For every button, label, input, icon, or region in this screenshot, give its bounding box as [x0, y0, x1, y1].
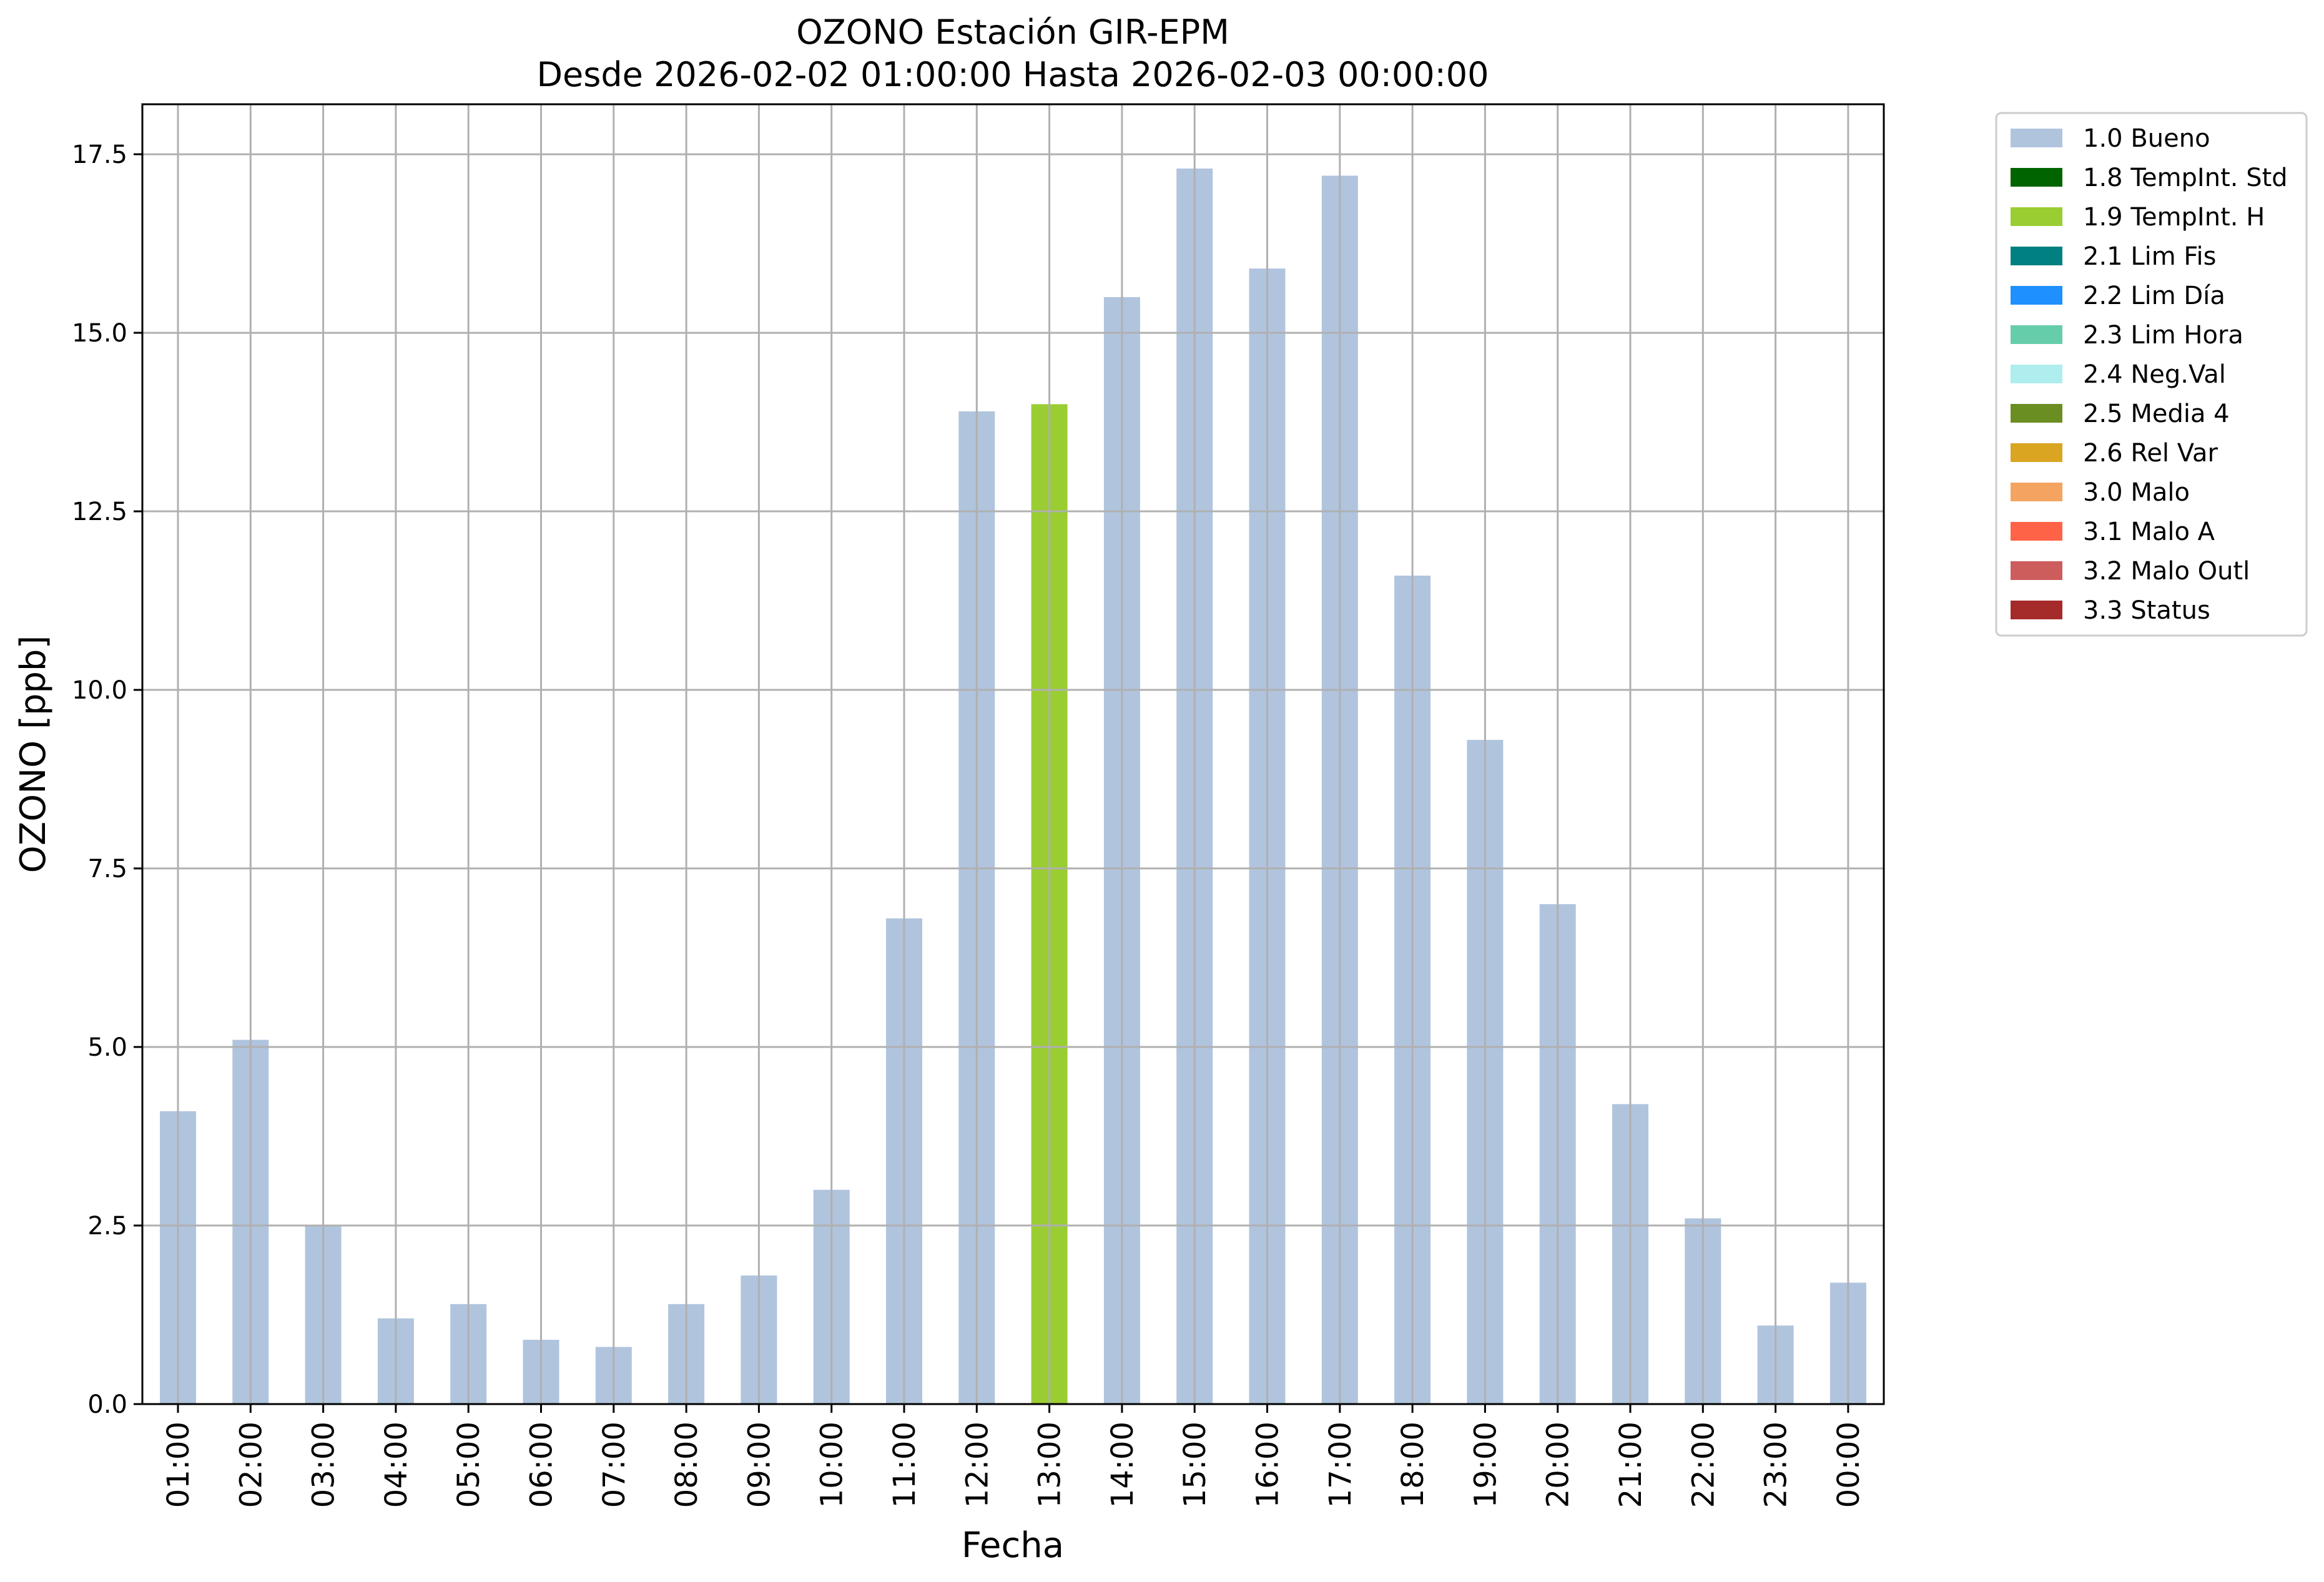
legend-label: 2.2 Lim Día	[2083, 282, 2225, 310]
chart-title-line1: OZONO Estación GIR-EPM	[796, 12, 1229, 52]
legend-swatch	[2011, 483, 2062, 501]
legend-swatch	[2011, 207, 2062, 226]
legend-label: 1.9 TempInt. H	[2083, 203, 2265, 232]
legend-label: 2.6 Rel Var	[2083, 439, 2218, 468]
x-tick-label: 16:00	[1251, 1422, 1286, 1508]
x-tick-label: 09:00	[742, 1422, 777, 1508]
legend-label: 1.0 Bueno	[2083, 124, 2210, 153]
legend-swatch	[2011, 561, 2062, 580]
legend-label: 2.1 Lim Fis	[2083, 242, 2216, 271]
y-tick-label: 15.0	[72, 319, 127, 348]
x-tick-label: 14:00	[1105, 1422, 1140, 1508]
x-tick-label: 12:00	[960, 1422, 995, 1508]
y-tick-label: 0.0	[87, 1390, 127, 1419]
x-tick-label: 13:00	[1033, 1422, 1068, 1508]
x-tick-label: 20:00	[1541, 1422, 1576, 1508]
x-tick-label: 15:00	[1178, 1422, 1213, 1508]
legend-label: 3.3 Status	[2083, 596, 2210, 625]
x-tick-label: 23:00	[1759, 1422, 1794, 1508]
x-tick-label: 07:00	[597, 1422, 632, 1508]
plot-frame	[141, 103, 1885, 1405]
legend-swatch	[2011, 325, 2062, 344]
x-axis-ticks: 01:00 02:00 03:00 04:00 05:00 06:00 07:00 08:00…	[161, 1404, 1866, 1508]
bar-layer	[160, 168, 1866, 1405]
legend-swatch	[2011, 286, 2062, 305]
x-tick-label: 08:00	[669, 1422, 704, 1508]
x-tick-label: 10:00	[815, 1422, 850, 1508]
chart-title-line2: Desde 2026-02-02 01:00:00 Hasta 2026-02-…	[536, 55, 1489, 94]
x-tick-label: 19:00	[1468, 1422, 1503, 1508]
y-tick-label: 5.0	[87, 1033, 127, 1062]
x-tick-label: 00:00	[1831, 1422, 1866, 1508]
x-tick-label: 11:00	[887, 1422, 922, 1508]
legend-swatch	[2011, 522, 2062, 541]
legend-swatch	[2011, 247, 2062, 265]
x-tick-label: 21:00	[1613, 1422, 1648, 1508]
x-tick-label: 17:00	[1323, 1422, 1358, 1508]
y-axis-ticks: 0.0 2.5 5.0 7.5 10.0 12.5 15.0 17.5	[72, 140, 142, 1419]
legend-label: 3.1 Malo A	[2083, 518, 2215, 546]
legend-swatch	[2011, 168, 2062, 187]
x-tick-label: 04:00	[379, 1422, 414, 1508]
legend: 1.0 Bueno 1.8 TempInt. Std 1.9 TempInt. H 2…	[1995, 112, 2308, 637]
y-axis-label: OZONO [ppb]	[13, 636, 54, 873]
legend-swatch	[2011, 404, 2062, 423]
legend-swatch	[2011, 129, 2062, 147]
y-tick-label: 10.0	[72, 676, 127, 705]
legend-label: 3.0 Malo	[2083, 478, 2190, 507]
x-tick-label: 03:00	[307, 1422, 342, 1508]
x-tick-label: 18:00	[1396, 1422, 1430, 1508]
legend-label: 1.8 TempInt. Std	[2083, 164, 2288, 192]
legend-frame	[1995, 112, 2308, 637]
y-tick-label: 2.5	[87, 1212, 127, 1241]
y-tick-label: 17.5	[72, 140, 127, 169]
legend-swatch	[2011, 443, 2062, 462]
x-tick-label: 02:00	[234, 1422, 268, 1508]
legend-label: 3.2 Malo Outl	[2083, 557, 2250, 586]
x-axis-label: Fecha	[962, 1525, 1064, 1566]
legend-swatch	[2011, 601, 2062, 619]
x-tick-label: 22:00	[1686, 1422, 1721, 1508]
legend-label: 2.5 Media 4	[2083, 400, 2230, 428]
x-tick-label: 01:00	[161, 1422, 196, 1508]
x-tick-label: 06:00	[524, 1422, 559, 1508]
y-tick-label: 12.5	[72, 498, 127, 526]
y-tick-label: 7.5	[87, 855, 127, 883]
legend-label: 2.4 Neg.Val	[2083, 360, 2226, 389]
legend-label: 2.3 Lim Hora	[2083, 321, 2243, 350]
x-tick-label: 05:00	[451, 1422, 486, 1508]
legend-swatch	[2011, 365, 2062, 383]
